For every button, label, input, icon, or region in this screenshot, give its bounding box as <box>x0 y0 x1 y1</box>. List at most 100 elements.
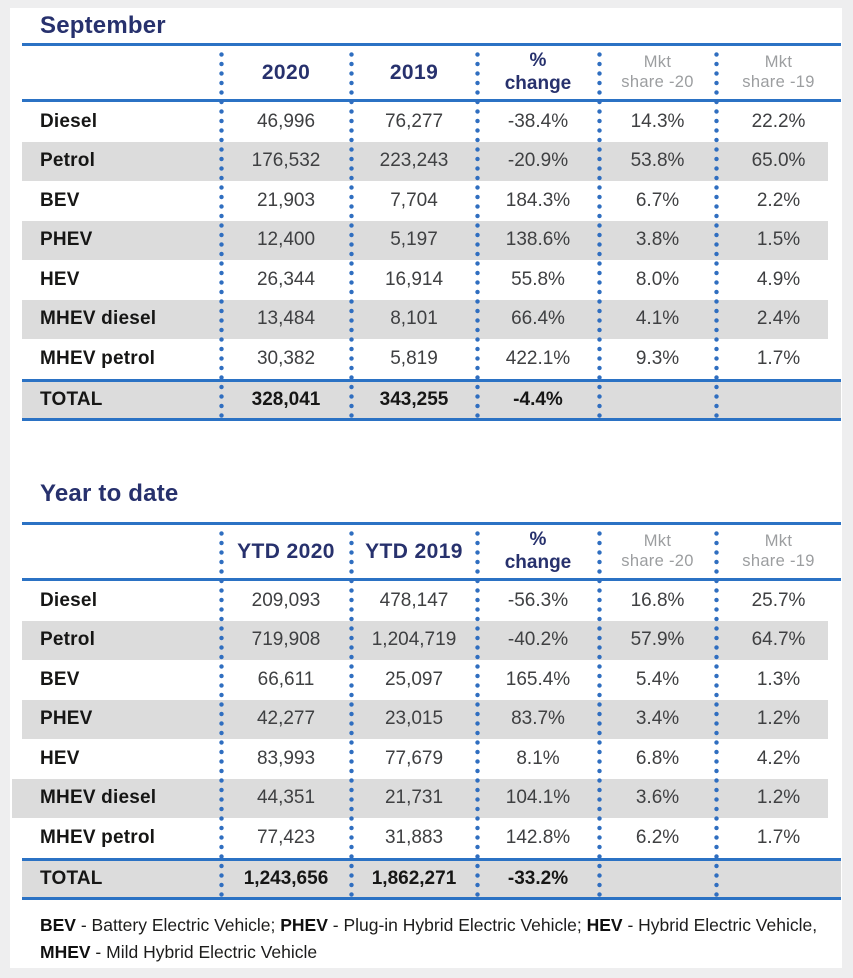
cell-year2-value: 7,704 <box>390 189 438 211</box>
cell-year1-value: 66,611 <box>257 668 315 690</box>
cell-mkt-share-20: 57.9% <box>630 629 685 651</box>
cell-mkt-share-19: 4.2% <box>756 747 801 769</box>
cell-category-label: PHEV <box>40 708 93 730</box>
cell-mkt-share-20: 3.6% <box>635 787 680 809</box>
cell-category-label: PHEV <box>40 229 93 251</box>
cell-year2-value: 23,015 <box>384 708 444 730</box>
footnote-text: - Mild Hybrid Electric Vehicle <box>90 942 318 962</box>
cell-mkt-share-20: 6.2% <box>635 826 680 848</box>
cell-mkt-share-20: 3.8% <box>635 229 680 251</box>
cell-mkt-share-20: 9.3% <box>635 347 680 369</box>
header-mkt-share-20-line2: share -20 <box>621 551 694 570</box>
footnote-text: - Battery Electric Vehicle; <box>75 915 281 935</box>
cell-mkt-share-20: 6.7% <box>635 189 680 211</box>
cell-category-label: MHEV diesel <box>40 787 157 809</box>
cell-year2-value: 1,204,719 <box>371 629 457 651</box>
cell-percent-change: 138.6% <box>505 229 571 251</box>
header-mkt-share-19: Mkt share -19 <box>716 532 841 571</box>
footnote-abbreviation: BEV <box>40 915 76 935</box>
cell-percent-change: 66.4% <box>511 308 565 330</box>
header-percent-change: % change <box>477 529 599 574</box>
footnote-line: MHEV - Mild Hybrid Electric Vehicle <box>40 939 830 966</box>
cell-mkt-share-19: 25.7% <box>751 589 806 611</box>
footnote-abbreviation: MHEV <box>40 942 91 962</box>
cell-category-label: BEV <box>40 668 80 690</box>
cell-year1-value: 13,484 <box>256 308 316 330</box>
cell-category-label: Diesel <box>40 589 98 611</box>
section-title-september: September <box>40 12 166 39</box>
cell-year1-value: 83,993 <box>256 747 316 769</box>
header-percent-change-line1: % <box>529 50 547 72</box>
cell-category-label: HEV <box>40 268 80 290</box>
cell-year2-value: 478,147 <box>379 589 449 611</box>
table-september: 2020 2019% change Mkt share -20 Mkt share -19 D… <box>22 43 841 421</box>
cell-year1-value: 46,996 <box>256 110 316 132</box>
cell-year1-value: 44,351 <box>256 787 316 809</box>
cell-mkt-share-19: 65.0% <box>751 150 806 172</box>
total-label: TOTAL <box>40 867 103 889</box>
cell-percent-change: -20.9% <box>507 150 569 172</box>
cell-percent-change: 104.1% <box>505 787 571 809</box>
cell-mkt-share-19: 2.4% <box>756 308 801 330</box>
table-row: BEV 21,903 7,704 184.3% 6.7% 2.2% <box>22 181 841 221</box>
total-percent-change: -4.4% <box>513 388 563 410</box>
cell-mkt-share-20: 6.8% <box>635 747 680 769</box>
table-row: PHEV 42,277 23,015 83.7% 3.4% 1.2% <box>22 699 841 739</box>
cell-mkt-share-20: 53.8% <box>630 150 685 172</box>
cell-mkt-share-20: 3.4% <box>635 708 680 730</box>
cell-category-label: BEV <box>40 189 80 211</box>
cell-percent-change: -38.4% <box>507 110 569 132</box>
cell-percent-change: 83.7% <box>511 708 565 730</box>
cell-mkt-share-19: 1.2% <box>756 787 801 809</box>
cell-category-label: Petrol <box>40 150 96 172</box>
header-year-1: YTD 2020 <box>237 539 335 563</box>
table-row: MHEV petrol 77,423 31,883 142.8% 6.2% 1.7% <box>22 818 841 858</box>
cell-year2-value: 5,197 <box>390 229 438 251</box>
cell-mkt-share-20: 8.0% <box>635 268 680 290</box>
cell-mkt-share-19: 1.7% <box>756 826 801 848</box>
cell-mkt-share-19: 1.7% <box>756 347 801 369</box>
table-header-row: 2020 2019% change Mkt share -20 Mkt share -19 <box>22 43 841 102</box>
cell-mkt-share-20: 14.3% <box>630 110 685 132</box>
cell-percent-change: 165.4% <box>505 668 571 690</box>
cell-year2-value: 77,679 <box>384 747 444 769</box>
content-panel: September 2020 2019% change Mkt share -20 Mkt… <box>10 8 842 968</box>
table-row: BEV 66,611 25,097 165.4% 5.4% 1.3% <box>22 660 841 700</box>
cell-year2-value: 76,277 <box>384 110 444 132</box>
cell-year1-value: 12,400 <box>256 229 316 251</box>
header-mkt-share-19-line1: Mkt <box>764 53 793 72</box>
cell-year2-value: 21,731 <box>384 787 444 809</box>
cell-mkt-share-19: 64.7% <box>751 629 806 651</box>
cell-year1-value: 719,908 <box>251 629 321 651</box>
cell-mkt-share-19: 2.2% <box>756 189 801 211</box>
cell-category-label: MHEV petrol <box>40 826 156 848</box>
table-row: MHEV diesel 13,484 8,101 66.4% 4.1% 2.4% <box>22 299 841 339</box>
header-mkt-share-19-line2: share -19 <box>742 72 815 91</box>
cell-mkt-share-20: 5.4% <box>635 668 680 690</box>
footnote-text: - Hybrid Electric Vehicle, <box>622 915 818 935</box>
cell-mkt-share-19: 1.3% <box>756 668 801 690</box>
cell-mkt-share-19: 1.2% <box>756 708 801 730</box>
footnote-text: - Plug-in Hybrid Electric Vehicle; <box>327 915 587 935</box>
total-year2-value: 343,255 <box>379 388 449 410</box>
cell-category-label: Diesel <box>40 110 98 132</box>
cell-percent-change: 422.1% <box>505 347 571 369</box>
header-percent-change-line2: change <box>504 551 572 573</box>
cell-percent-change: -40.2% <box>507 629 569 651</box>
table-row: MHEV petrol 30,382 5,819 422.1% 9.3% 1.7% <box>22 339 841 379</box>
footnote-abbreviations: BEV - Battery Electric Vehicle; PHEV - P… <box>40 912 830 966</box>
header-mkt-share-20-line2: share -20 <box>621 72 694 91</box>
table-row: Petrol 176,532 223,243 -20.9% 53.8% 65.0% <box>22 141 841 181</box>
total-year2-value: 1,862,271 <box>371 867 457 889</box>
cell-percent-change: 142.8% <box>505 826 571 848</box>
cell-year2-value: 223,243 <box>379 150 449 172</box>
table-total-row: TOTAL 1,243,656 1,862,271 -33.2% <box>22 857 841 900</box>
header-year-2: 2019 <box>389 60 439 84</box>
footnote-abbreviation: HEV <box>586 915 623 935</box>
header-mkt-share-20-line1: Mkt <box>643 53 672 72</box>
cell-percent-change: 55.8% <box>511 268 565 290</box>
table-row: Petrol 719,908 1,204,719 -40.2% 57.9% 64.7% <box>22 620 841 660</box>
cell-year1-value: 26,344 <box>256 268 316 290</box>
total-year1-value: 1,243,656 <box>243 867 329 889</box>
header-mkt-share-19: Mkt share -19 <box>716 53 841 92</box>
